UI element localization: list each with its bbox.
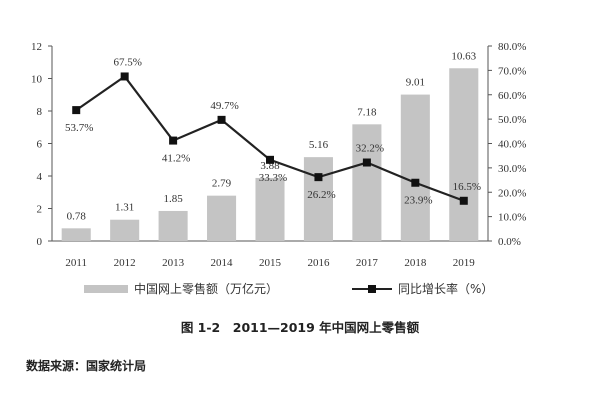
- line-point: [314, 173, 323, 182]
- chart: 0 2 4 6 8 10 12 0.0% 10.0% 20.0% 30.0% 40.0% 50.0% 60…: [31, 41, 526, 269]
- x-tick-label: 2015: [259, 257, 282, 269]
- x-tick-label: 2019: [453, 257, 476, 269]
- left-tick-label: 2: [37, 204, 43, 216]
- left-tick-label: 10: [31, 74, 43, 86]
- bar-value-label: 1.85: [163, 193, 183, 205]
- right-tick-label: 10.0%: [498, 212, 526, 224]
- bar-value-label: 7.18: [357, 106, 377, 118]
- line-point: [120, 72, 129, 81]
- bar-value-label: 1.31: [115, 202, 134, 214]
- left-tick-label: 12: [31, 41, 42, 53]
- line-value-label: 53.7%: [65, 122, 93, 134]
- bar: [158, 210, 188, 241]
- bar: [110, 219, 140, 241]
- line-point: [459, 196, 468, 205]
- bar-value-label: 9.01: [406, 77, 425, 89]
- right-tick-label: 0.0%: [498, 236, 521, 248]
- bar-value-label: 10.63: [451, 50, 476, 62]
- line-point: [217, 115, 226, 124]
- left-tick-label: 8: [37, 106, 43, 118]
- left-tick-label: 4: [37, 171, 43, 183]
- x-tick-label: 2011: [65, 257, 87, 269]
- x-tick-label: 2016: [307, 257, 330, 269]
- legend-line-swatch: [352, 284, 392, 294]
- right-tick-label: 80.0%: [498, 41, 526, 53]
- data-source: 数据来源：国家统计局: [26, 359, 147, 373]
- bar: [61, 228, 91, 241]
- line-value-label: 33.3%: [259, 172, 287, 184]
- right-tick-label: 30.0%: [498, 163, 526, 175]
- bar: [400, 94, 430, 242]
- line-value-label: 23.9%: [404, 195, 432, 207]
- x-tick-label: 2014: [211, 257, 234, 269]
- x-tick-label: 2012: [114, 257, 136, 269]
- right-tick-label: 60.0%: [498, 90, 526, 102]
- bar: [352, 124, 382, 241]
- x-tick-label: 2017: [356, 257, 379, 269]
- x-tick-label: 2013: [162, 257, 185, 269]
- figure-caption: 图 1-2 2011—2019 年中国网上零售额: [180, 320, 420, 335]
- x-tick-label: 2018: [404, 257, 427, 269]
- right-tick-label: 50.0%: [498, 114, 526, 126]
- left-tick-label: 6: [37, 139, 43, 151]
- right-tick-label: 70.0%: [498, 65, 526, 77]
- legend-bar-swatch: [84, 284, 128, 293]
- line-point: [411, 178, 420, 187]
- legend-item-growth: 同比增长率（%）: [352, 280, 493, 297]
- legend-label-sales: 中国网上零售额（万亿元）: [134, 282, 279, 296]
- left-tick-label: 0: [37, 236, 43, 248]
- bar: [303, 157, 333, 241]
- line-value-label: 16.5%: [453, 181, 481, 193]
- line-value-label: 26.2%: [307, 189, 335, 201]
- right-tick-label: 20.0%: [498, 187, 526, 199]
- line-value-label: 32.2%: [356, 143, 384, 155]
- bar-value-label: 3.88: [260, 160, 280, 172]
- bar-value-label: 0.78: [67, 210, 87, 222]
- bar: [207, 195, 237, 241]
- right-tick-label: 40.0%: [498, 139, 526, 151]
- bar-value-label: 2.79: [212, 178, 232, 190]
- line-value-label: 49.7%: [210, 100, 238, 112]
- line-point: [72, 106, 81, 115]
- line-value-label: 41.2%: [162, 153, 190, 165]
- legend-label-growth: 同比增长率（%）: [398, 282, 494, 296]
- bar: [449, 68, 479, 241]
- legend-item-sales: 中国网上零售额（万亿元）: [84, 280, 278, 297]
- line-point: [169, 136, 178, 145]
- bar-value-label: 5.16: [309, 139, 329, 151]
- line-point: [266, 155, 274, 164]
- bar: [255, 177, 285, 241]
- line-point: [362, 158, 371, 167]
- legend: 中国网上零售额（万亿元） 同比增长率（%）: [0, 278, 600, 302]
- line-value-label: 67.5%: [113, 56, 141, 68]
